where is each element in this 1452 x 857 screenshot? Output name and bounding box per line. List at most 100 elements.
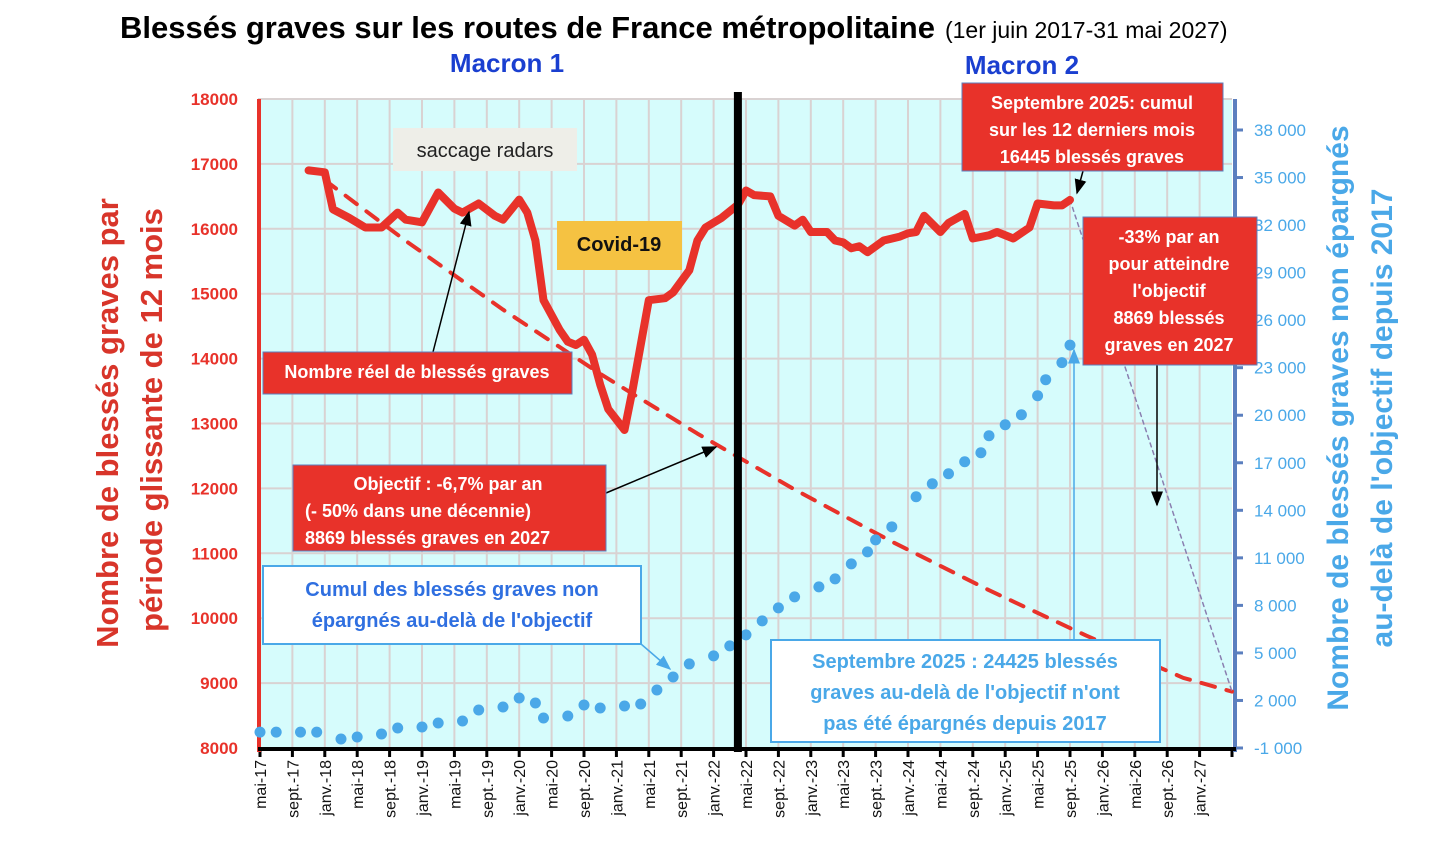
- right-tick-label: 5 000: [1254, 644, 1297, 663]
- right-tick-label: 11 000: [1254, 549, 1305, 568]
- x-tick-label: sept.-24: [966, 760, 983, 818]
- right-tick-label: 20 000: [1254, 406, 1306, 425]
- covid-label: Covid-19: [577, 234, 661, 256]
- cumul-point: [1056, 357, 1068, 369]
- right-tick-label: 35 000: [1254, 169, 1306, 188]
- chart-title: Blessés graves sur les routes de France …: [120, 10, 1228, 45]
- right-tick-label: 17 000: [1254, 454, 1306, 473]
- left-tick-label: 15000: [191, 285, 238, 304]
- period-label-macron-1: Macron 1: [450, 48, 564, 78]
- cumul-point: [926, 478, 938, 490]
- x-tick-label: mai-24: [933, 760, 950, 809]
- sept-cumul-box: [961, 82, 1224, 172]
- minus33-label-4: 8869 blessés: [1113, 308, 1224, 328]
- objective-label-2: (- 50% dans une décennie): [305, 501, 531, 521]
- x-tick-label: mai-18: [350, 760, 367, 809]
- radars-label: saccage radars: [417, 140, 554, 162]
- cumul-point: [311, 726, 323, 738]
- cumul-point: [529, 697, 541, 709]
- cumul-point: [862, 546, 873, 558]
- x-tick-label: sept.-26: [1160, 760, 1177, 818]
- cumul-point: [416, 721, 428, 733]
- x-tick-label: sept.-25: [1063, 760, 1080, 818]
- cumul-point: [578, 699, 590, 711]
- x-tick-label: janv.-18: [318, 760, 335, 817]
- cumul-point: [829, 573, 841, 585]
- right-tick-label: -1 000: [1254, 739, 1302, 758]
- x-tick-label: janv.-25: [998, 760, 1015, 817]
- cumul-point: [886, 521, 898, 533]
- minus33-label-5: graves en 2027: [1104, 335, 1233, 355]
- x-tick-label: sept.-21: [674, 760, 691, 818]
- cumul-point: [910, 491, 922, 503]
- left-tick-label: 14000: [191, 350, 238, 369]
- left-tick-label: 8000: [200, 739, 238, 758]
- cumul-point: [432, 717, 444, 729]
- series-2: [1069, 199, 1233, 693]
- left-axis-title: Nombre de blessés graves par: [90, 198, 125, 648]
- real-label: Nombre réel de blessés graves: [284, 362, 549, 382]
- cumul-point: [708, 650, 720, 662]
- sept-cumul-arrow: [1074, 170, 1087, 195]
- x-tick-label: sept.-22: [771, 760, 788, 818]
- x-tick-label: mai-20: [545, 760, 562, 809]
- cumul-point: [513, 692, 525, 704]
- cumul-point: [1015, 409, 1027, 421]
- x-tick-label: janv.-23: [804, 760, 821, 817]
- cumul-point: [497, 701, 509, 713]
- sept-total-label-1: Septembre 2025 : 24425 blessés: [812, 651, 1118, 673]
- radars-box: [393, 128, 577, 171]
- x-tick-label: sept.-17: [285, 760, 302, 818]
- cumul-point: [457, 715, 468, 727]
- cumul-point: [683, 658, 695, 670]
- right-axis-title: Nombre de blessés graves non épargnés: [1322, 125, 1355, 710]
- right-axis-title-line2: au-delà de l'objectif depuis 2017: [1366, 189, 1399, 648]
- sept-cumul-label-2: sur les 12 derniers mois: [989, 120, 1195, 140]
- cumul-point: [351, 731, 363, 743]
- x-tick-label: janv.-24: [901, 760, 918, 817]
- sept-cumul-label-3: 16445 blessés graves: [1000, 147, 1184, 167]
- x-tick-label: sept.-20: [577, 760, 594, 818]
- minus33-label-3: l'objectif: [1132, 281, 1206, 301]
- right-tick-label: 29 000: [1254, 264, 1306, 283]
- x-tick-label: mai-26: [1128, 760, 1145, 809]
- cumul-point: [473, 704, 485, 716]
- cumul-point: [295, 726, 306, 738]
- period-label-macron-2: Macron 2: [965, 50, 1079, 80]
- cumul-point: [813, 581, 825, 593]
- cumul-point: [740, 629, 752, 641]
- cumul-point: [943, 468, 954, 480]
- right-axis-ticks: -1 000 2 000 5 000 8 000 11 000 14 000 17 000 2…: [1235, 121, 1306, 758]
- left-axis-title-line2: période glissante de 12 mois: [134, 208, 169, 632]
- cumul-point: [1064, 339, 1076, 351]
- x-tick-label: mai-22: [739, 760, 756, 809]
- left-tick-label: 18000: [191, 90, 238, 109]
- right-tick-label: 26 000: [1254, 311, 1306, 330]
- right-tick-label: 32 000: [1254, 216, 1306, 235]
- left-axis-ticks: 8000 9000 10000 11000 12000 13000 14000 15000 16…: [191, 90, 238, 758]
- x-tick-label: janv.-22: [707, 760, 724, 817]
- left-tick-label: 9000: [200, 674, 238, 693]
- x-tick-label: sept.-23: [869, 760, 886, 818]
- right-tick-label: 23 000: [1254, 359, 1306, 378]
- left-tick-label: 16000: [191, 220, 238, 239]
- cumul-point: [594, 702, 606, 714]
- cumul-point: [667, 671, 679, 683]
- left-tick-label: 13000: [191, 415, 238, 434]
- cumul-point: [270, 726, 282, 738]
- objective-label-3: 8869 blessés graves en 2027: [305, 528, 550, 548]
- x-tick-label: mai-23: [836, 760, 853, 809]
- cumul-box: [262, 565, 642, 645]
- left-tick-label: 12000: [191, 479, 238, 498]
- sept-total-box: [770, 639, 1161, 743]
- left-tick-label: 11000: [192, 544, 238, 563]
- objective-arrow: [605, 446, 718, 494]
- x-axis-ticks: mai-17 sept.-17 janv.-18 mai-18 sept.-18 janv…: [253, 748, 1234, 818]
- cumul-arrow: [640, 643, 672, 670]
- cumul-point: [724, 640, 736, 652]
- sept-total-label-3: pas été épargnés depuis 2017: [823, 713, 1106, 735]
- covid-box: [557, 221, 682, 270]
- x-tick-label: mai-21: [642, 760, 659, 809]
- cumul-point: [999, 419, 1011, 431]
- minus33-box: [1082, 216, 1258, 366]
